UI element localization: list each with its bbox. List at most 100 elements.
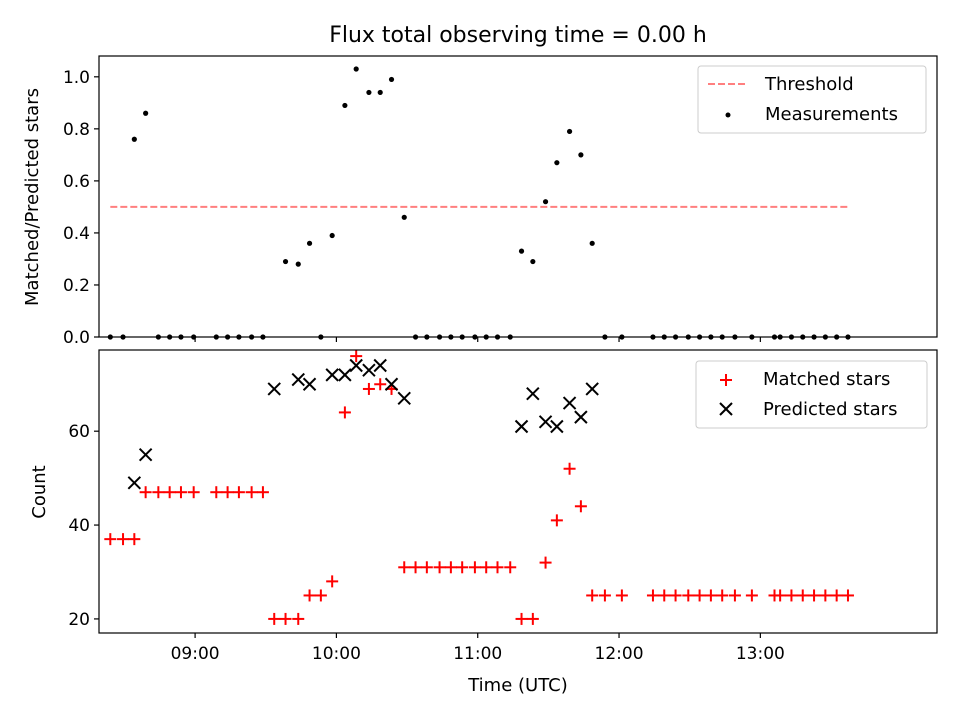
measurement-point xyxy=(377,89,383,96)
matched-star-marker xyxy=(433,561,446,574)
measurement-point xyxy=(353,66,359,72)
matched-star-marker xyxy=(646,589,659,602)
matched-star-marker xyxy=(139,486,152,499)
matched-star-marker xyxy=(841,589,854,602)
measurement-point xyxy=(578,152,584,158)
bottom-plot-frame xyxy=(98,349,938,634)
matched-star-marker xyxy=(504,561,517,574)
predicted-star-marker xyxy=(138,447,153,462)
predicted-star-marker xyxy=(127,476,142,490)
predicted-star-marker xyxy=(267,382,281,396)
predicted-star-marker xyxy=(550,419,564,434)
matched-star-marker xyxy=(515,612,528,625)
matched-star-marker xyxy=(796,589,809,602)
x-axis-label: Time (UTC) xyxy=(467,675,568,696)
matched-star-marker xyxy=(152,486,165,499)
matched-star-marker xyxy=(830,589,843,602)
bottom-x-ticks: 09:00 10:00 11:00 12:00 13:00 xyxy=(171,633,785,664)
predicted-star-marker xyxy=(362,363,376,377)
matched-star-marker xyxy=(174,486,187,499)
matched-star-marker xyxy=(491,561,504,574)
matched-star-marker xyxy=(117,533,130,546)
x-tick-label: 10:00 xyxy=(312,644,361,664)
matched-star-marker xyxy=(480,561,493,574)
matched-star-marker xyxy=(785,589,798,602)
matched-star-marker xyxy=(232,486,245,499)
bottom-legend: Matched stars Predicted stars xyxy=(695,360,928,429)
y-tick-label: 0.2 xyxy=(63,276,90,296)
y-tick-label: 40 xyxy=(68,516,90,536)
measurement-point xyxy=(566,128,573,135)
x-tick-label: 12:00 xyxy=(595,644,644,664)
matched-star-marker xyxy=(362,382,375,395)
matched-star-marker xyxy=(456,561,469,574)
y-tick-label: 20 xyxy=(68,610,90,630)
predicted-star-marker xyxy=(562,396,577,410)
matched-star-marker xyxy=(163,486,176,499)
matched-star-marker xyxy=(314,589,327,602)
top-y-ticks: 0.0 0.2 0.4 0.6 0.8 1.0 xyxy=(63,68,99,348)
predicted-star-marker xyxy=(585,382,599,396)
matched-star-marker xyxy=(669,589,682,602)
top-plot-frame xyxy=(98,55,938,338)
matched-star-marker xyxy=(615,589,628,602)
matched-star-marker xyxy=(444,561,457,574)
bottom-y-ticks: 20 40 60 xyxy=(68,422,99,630)
measurement-point xyxy=(554,160,560,166)
bottom-y-axis-label: Count xyxy=(29,465,50,518)
matched-star-marker xyxy=(221,486,234,499)
matched-star-marker xyxy=(774,589,787,602)
x-tick-label: 11:00 xyxy=(453,644,502,664)
y-tick-label: 1.0 xyxy=(63,68,90,88)
y-tick-label: 0.4 xyxy=(63,224,90,244)
predicted-star-marker xyxy=(514,419,529,434)
y-tick-label: 60 xyxy=(68,422,90,442)
matched-star-marker xyxy=(704,589,717,602)
matched-star-marker xyxy=(420,561,433,574)
measurement-point xyxy=(131,136,137,142)
top-x-ticks xyxy=(194,337,761,342)
matched-star-marker xyxy=(279,612,292,625)
predicted-legend-swatch xyxy=(719,402,733,416)
matched-star-marker xyxy=(539,556,552,569)
matched-star-marker xyxy=(574,500,587,513)
matched-legend-swatch xyxy=(720,374,732,386)
matched-star-marker xyxy=(526,612,539,625)
y-tick-label: 0.6 xyxy=(63,172,90,192)
matched-star-marker xyxy=(468,561,481,574)
measurement-point xyxy=(530,258,536,265)
matched-star-marker xyxy=(187,486,200,499)
x-tick-label: 13:00 xyxy=(736,644,785,664)
measurements-legend-swatch xyxy=(725,112,731,118)
bottom-marks xyxy=(104,350,854,625)
y-tick-label: 0.0 xyxy=(63,328,90,348)
measurement-point xyxy=(518,248,525,254)
matched-star-marker xyxy=(350,350,363,363)
matched-star-marker xyxy=(598,589,611,602)
matched-star-marker xyxy=(728,589,741,602)
matched-star-marker xyxy=(303,589,316,602)
top-legend-box xyxy=(697,65,927,134)
legend-predicted-label: Predicted stars xyxy=(763,399,897,420)
measurement-point xyxy=(366,89,372,96)
top-y-axis-label: Matched/Predicted stars xyxy=(22,88,43,306)
matched-star-marker xyxy=(374,378,387,391)
top-panel: 0.0 0.2 0.4 0.6 0.8 1.0 Matched/Predicted sta… xyxy=(22,55,938,348)
matched-star-marker xyxy=(128,533,141,546)
matched-star-marker xyxy=(409,561,422,574)
measurement-point xyxy=(542,199,549,205)
matched-star-marker xyxy=(716,589,729,602)
predicted-star-marker xyxy=(302,377,317,391)
matched-star-marker xyxy=(245,486,258,499)
predicted-star-marker xyxy=(574,410,588,424)
matched-star-marker xyxy=(550,514,563,527)
measurement-point xyxy=(589,240,595,246)
predicted-star-marker xyxy=(526,386,540,401)
matched-star-marker xyxy=(268,612,281,625)
measurement-point xyxy=(342,102,348,109)
measurement-point xyxy=(143,110,149,116)
measurement-point xyxy=(329,232,335,239)
predicted-star-marker xyxy=(338,368,352,382)
matched-star-marker xyxy=(586,589,599,602)
predicted-star-marker xyxy=(538,415,553,429)
